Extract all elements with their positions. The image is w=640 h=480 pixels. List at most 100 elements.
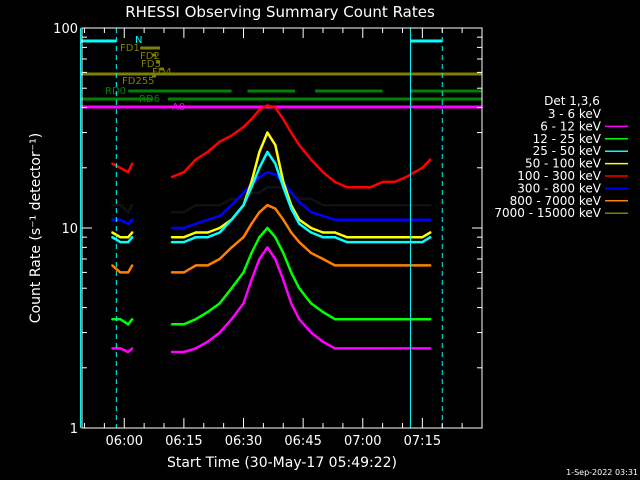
data-point-6-12-kev xyxy=(170,350,174,354)
data-point-6-12-kev xyxy=(182,350,186,354)
data-point-100-300-kev xyxy=(309,158,313,161)
data-point-6-12-kev xyxy=(321,340,325,343)
data-point-3-6-kev xyxy=(333,204,337,207)
data-point-3-6-kev xyxy=(127,210,130,214)
data-point-800-7000-kev xyxy=(266,204,269,207)
x-axis-label: Start Time (30-May-17 05:49:22) xyxy=(167,455,397,471)
data-point-300-800-kev xyxy=(119,218,122,221)
data-point-12-25-kev xyxy=(194,317,198,321)
data-point-6-12-kev xyxy=(413,347,416,350)
data-point-300-800-kev xyxy=(357,218,360,221)
data-point-300-800-kev xyxy=(218,214,221,218)
data-point-6-12-kev xyxy=(119,347,122,350)
data-point-6-12-kev xyxy=(421,347,424,350)
data-point-25-50-kev xyxy=(258,166,261,169)
data-point-300-800-kev xyxy=(266,171,269,174)
legend-label-50-100-kev: 50 - 100 keV xyxy=(525,157,602,171)
data-point-50-100-kev xyxy=(405,235,408,239)
data-point-12-25-kev xyxy=(206,310,209,314)
data-point-3-6-kev xyxy=(369,204,372,207)
data-point-12-25-kev xyxy=(429,317,432,321)
data-point-25-50-kev xyxy=(242,204,245,207)
legend-label-12-25-kev: 12 - 25 keV xyxy=(533,132,602,146)
data-point-6-12-kev xyxy=(429,347,432,350)
data-point-6-12-kev xyxy=(131,347,134,350)
data-point-6-12-kev xyxy=(309,331,313,334)
data-point-300-800-kev xyxy=(242,191,245,194)
data-point-300-800-kev xyxy=(258,175,261,179)
x-tick-label: 06:00 xyxy=(106,434,143,449)
data-point-800-7000-kev xyxy=(170,271,174,274)
data-point-50-100-kev xyxy=(309,226,313,230)
data-point-6-12-kev xyxy=(111,347,114,350)
data-point-100-300-kev xyxy=(258,108,261,111)
data-point-100-300-kev xyxy=(250,117,253,121)
data-point-6-12-kev xyxy=(393,347,396,350)
data-point-100-300-kev xyxy=(321,171,325,174)
data-point-800-7000-kev xyxy=(345,264,349,267)
data-point-6-12-kev xyxy=(345,347,349,350)
data-point-100-300-kev xyxy=(127,171,130,174)
data-point-300-800-kev xyxy=(131,218,134,221)
data-point-800-7000-kev xyxy=(194,264,198,267)
data-point-12-25-kev xyxy=(250,251,253,255)
data-point-12-25-kev xyxy=(321,310,325,314)
data-point-3-6-kev xyxy=(345,204,349,207)
data-point-25-50-kev xyxy=(321,235,325,239)
x-tick-label: 06:45 xyxy=(284,434,321,449)
data-point-25-50-kev xyxy=(206,235,209,239)
data-point-100-300-kev xyxy=(393,180,396,184)
data-point-25-50-kev xyxy=(230,218,233,221)
data-point-100-300-kev xyxy=(206,150,209,154)
y-tick-label: 1 xyxy=(70,422,78,437)
chart-title: RHESSI Observing Summary Count Rates xyxy=(125,3,435,21)
data-point-12-25-kev xyxy=(297,287,301,290)
data-point-3-6-kev xyxy=(131,204,134,207)
data-point-12-25-kev xyxy=(230,287,233,290)
data-point-300-800-kev xyxy=(405,218,408,221)
data-point-3-6-kev xyxy=(170,210,174,214)
flag-label-rd6: RD6 xyxy=(139,94,160,105)
data-point-3-6-kev xyxy=(119,204,122,207)
data-point-100-300-kev xyxy=(242,125,245,129)
data-point-800-7000-kev xyxy=(242,235,245,239)
data-point-800-7000-kev xyxy=(182,271,186,274)
x-tick-label: 06:30 xyxy=(225,434,262,449)
x-tick-label: 06:15 xyxy=(165,434,202,449)
data-point-6-12-kev xyxy=(290,302,293,305)
data-point-50-100-kev xyxy=(333,231,337,234)
data-point-25-50-kev xyxy=(309,231,313,234)
flag-label-fd255: FD255 xyxy=(122,76,155,87)
data-point-25-50-kev xyxy=(333,235,337,239)
data-point-6-12-kev xyxy=(274,257,277,261)
data-point-25-50-kev xyxy=(369,240,372,244)
data-point-50-100-kev xyxy=(258,150,261,154)
data-point-12-25-kev xyxy=(421,317,424,321)
data-point-100-300-kev xyxy=(429,158,432,161)
data-point-800-7000-kev xyxy=(357,264,360,267)
data-point-300-800-kev xyxy=(345,218,349,221)
data-point-50-100-kev xyxy=(170,235,174,239)
data-point-50-100-kev xyxy=(357,235,360,239)
data-point-25-50-kev xyxy=(111,235,114,239)
data-point-50-100-kev xyxy=(345,235,349,239)
flag-bars-layer: NFD1FD2FD3FD4FD255RD0RD6A0 xyxy=(80,35,482,113)
y-axis: 1 10 100 xyxy=(53,22,482,437)
data-point-25-50-kev xyxy=(194,235,198,239)
x-tick-label: 07:15 xyxy=(404,434,441,449)
data-point-3-6-kev xyxy=(321,204,325,207)
data-point-50-100-kev xyxy=(393,235,396,239)
data-point-100-300-kev xyxy=(230,134,233,137)
data-point-800-7000-kev xyxy=(393,264,396,267)
data-point-100-300-kev xyxy=(170,175,174,179)
data-point-6-12-kev xyxy=(230,317,233,321)
x-tick-label: 07:00 xyxy=(344,434,381,449)
data-point-12-25-kev xyxy=(413,317,416,321)
data-point-6-12-kev xyxy=(282,278,285,282)
data-point-25-50-kev xyxy=(274,162,277,165)
data-point-6-12-kev xyxy=(250,278,253,282)
data-point-800-7000-kev xyxy=(127,271,130,274)
data-point-50-100-kev xyxy=(218,226,221,230)
data-point-800-7000-kev xyxy=(119,271,122,274)
